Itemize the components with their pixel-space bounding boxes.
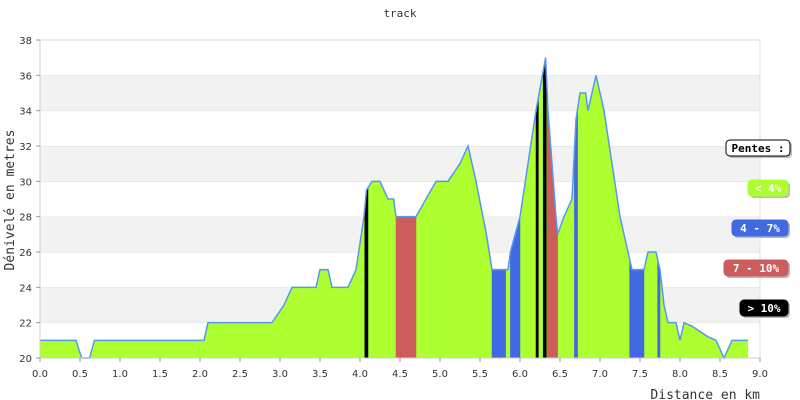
legend-item: 4 - 7%	[731, 219, 790, 238]
legend-label: 4 - 7%	[740, 222, 780, 235]
x-tick-label: 2.5	[232, 369, 248, 380]
y-tick-label: 36	[19, 71, 32, 82]
y-tick-label: 38	[19, 36, 32, 47]
x-tick-label: 4.5	[392, 369, 408, 380]
grid-band	[40, 75, 760, 111]
legend-swatch	[731, 219, 789, 237]
legend-item: > 10%	[739, 299, 790, 318]
legend-label: Pentes :	[732, 142, 785, 155]
y-tick-label: 24	[19, 283, 32, 294]
x-tick-label: 3.5	[312, 369, 328, 380]
profile-fill	[40, 57, 748, 359]
legend-label: 7 - 10%	[733, 262, 780, 275]
slope-segment	[657, 259, 661, 359]
x-tick-label: 6.0	[512, 369, 528, 380]
y-tick-label: 28	[19, 213, 32, 224]
y-tick-label: 32	[19, 142, 32, 153]
x-tick-label: 5.0	[432, 369, 448, 380]
grid-band	[40, 181, 760, 217]
legend-item: < 4%	[747, 179, 790, 198]
legend-title: Pentes :	[725, 139, 792, 158]
slope-segment	[491, 269, 506, 359]
x-tick-label: 4.0	[352, 369, 368, 380]
y-axis-label: Dénivelé en metres	[3, 130, 18, 271]
x-tick-labels: 0.0 0.5 1.0 1.5 2.0 2.5 3.0 3.5 4.0 4.5 5.0 5.5 6.0 6…	[32, 358, 768, 380]
x-tick-label: 5.5	[472, 369, 488, 380]
chart-title: track	[383, 7, 416, 20]
x-tick-label: 8.5	[712, 369, 728, 380]
slope-segment	[629, 259, 645, 359]
x-tick-label: 0.0	[32, 369, 48, 380]
y-tick-label: 22	[19, 319, 32, 330]
legend-item: 7 - 10%	[723, 259, 790, 278]
y-tick-label: 26	[19, 248, 32, 259]
legend-swatch	[739, 299, 789, 317]
legend: Pentes : < 4% 4 - 7% 7 - 10% > 10%	[723, 139, 792, 318]
x-tick-label: 7.0	[592, 369, 608, 380]
grid-band	[40, 40, 760, 76]
slope-segments	[40, 57, 748, 360]
x-tick-label: 3.0	[272, 369, 288, 380]
x-tick-label: 1.0	[112, 369, 128, 380]
y-tick-label: 20	[19, 354, 32, 365]
x-axis-label: Distance en km	[650, 388, 760, 400]
legend-swatch	[747, 179, 789, 197]
x-tick-label: 7.5	[632, 369, 648, 380]
slope-segment	[395, 216, 417, 359]
slope-segment	[364, 186, 369, 359]
x-tick-label: 8.0	[672, 369, 688, 380]
x-tick-label: 2.0	[192, 369, 208, 380]
legend-label: < 4%	[755, 182, 782, 195]
profile-line	[40, 57, 748, 360]
slope-segment	[535, 97, 539, 359]
legend-label: > 10%	[747, 302, 780, 315]
x-tick-label: 9.0	[752, 369, 768, 380]
grid-band	[40, 146, 760, 182]
grid-band	[40, 110, 760, 146]
legend-swatch	[723, 259, 789, 277]
x-tick-label: 6.5	[552, 369, 568, 380]
y-tick-label: 30	[19, 177, 32, 188]
y-tick-labels: 20 22 24 26 28 30 32 34 36 38	[19, 36, 40, 365]
y-tick-label: 34	[19, 107, 32, 118]
slope-segment	[542, 57, 547, 359]
legend-swatch	[725, 139, 791, 157]
profile-area	[40, 57, 748, 359]
x-tick-label: 1.5	[152, 369, 168, 380]
x-tick-label: 0.5	[72, 369, 88, 380]
